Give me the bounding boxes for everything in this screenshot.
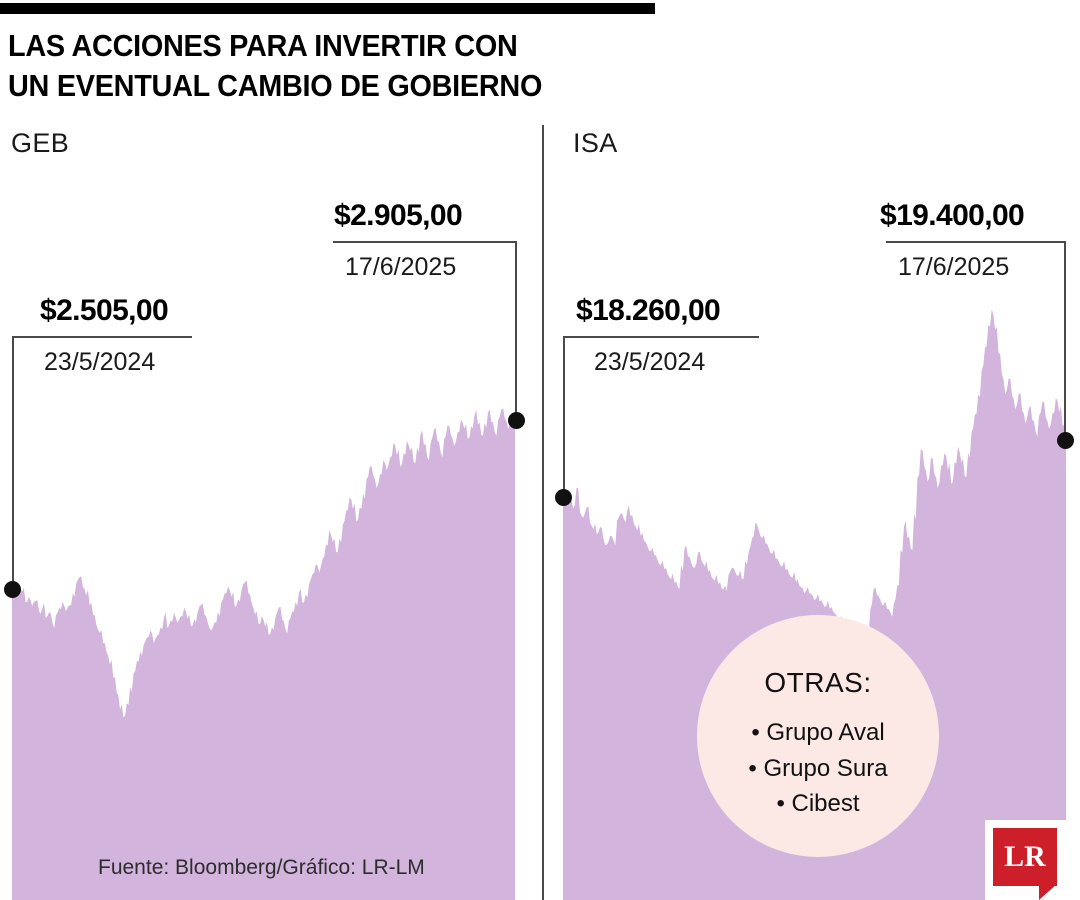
isa-start-date: 23/5/2024 bbox=[594, 348, 706, 376]
page-title: LAS ACCIONES PARA INVERTIR CON UN EVENTU… bbox=[8, 28, 543, 103]
geb-start-price: $2.505,00 bbox=[40, 294, 169, 327]
chart-panel-isa bbox=[540, 0, 1080, 900]
isa-end-bracket-horizontal bbox=[886, 241, 1066, 243]
geb-start-bracket-vertical bbox=[12, 336, 14, 592]
otras-item-0: • Grupo Aval bbox=[751, 719, 885, 746]
otras-item-2: • Cibest bbox=[776, 790, 860, 818]
otras-callout-bubble: OTRAS: • Grupo Aval • Grupo Sura • Cibes… bbox=[697, 615, 939, 857]
panel-divider bbox=[542, 125, 544, 900]
geb-end-point bbox=[508, 412, 525, 429]
isa-end-point bbox=[1057, 432, 1074, 449]
geb-end-bracket-vertical bbox=[515, 241, 517, 423]
source-credit: Fuente: Bloomberg/Gráfico: LR-LM bbox=[98, 856, 425, 879]
geb-area-chart bbox=[12, 408, 515, 900]
lr-logo: LR bbox=[985, 820, 1080, 900]
geb-end-bracket-horizontal bbox=[333, 241, 517, 243]
lr-logo-speech-tail-icon bbox=[1039, 884, 1057, 900]
isa-area-chart bbox=[563, 309, 1066, 900]
lr-logo-badge bbox=[993, 828, 1057, 886]
isa-end-price: $19.400,00 bbox=[880, 199, 1025, 232]
panel-label-isa: ISA bbox=[573, 128, 618, 158]
isa-start-price: $18.260,00 bbox=[576, 294, 721, 327]
lr-logo-text: LR bbox=[1004, 840, 1046, 873]
panel-label-geb: GEB bbox=[11, 128, 70, 158]
geb-end-price: $2.905,00 bbox=[334, 199, 463, 232]
isa-start-point bbox=[555, 489, 572, 506]
isa-start-bracket-vertical bbox=[563, 336, 565, 500]
isa-end-date: 17/6/2025 bbox=[898, 253, 1010, 281]
geb-start-date: 23/5/2024 bbox=[44, 348, 156, 376]
otras-title: OTRAS: bbox=[764, 667, 872, 698]
isa-start-bracket-horizontal bbox=[563, 336, 759, 338]
otras-item-1: • Grupo Sura bbox=[748, 754, 888, 782]
top-rule-decoration bbox=[0, 3, 655, 14]
geb-start-point bbox=[4, 581, 21, 598]
isa-end-bracket-vertical bbox=[1064, 241, 1066, 443]
chart-panel-geb bbox=[12, 408, 515, 900]
geb-start-bracket-horizontal bbox=[12, 336, 192, 338]
geb-end-date: 17/6/2025 bbox=[345, 253, 457, 281]
